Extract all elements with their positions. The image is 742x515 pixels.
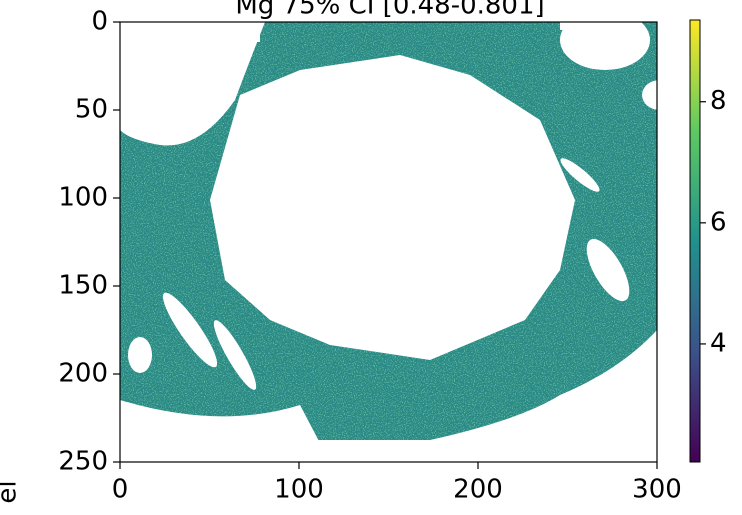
y-tick-label: 100 xyxy=(58,183,108,213)
y-axis-label: el xyxy=(0,480,23,503)
y-tick-label: 150 xyxy=(58,271,108,301)
chart-title: Mg 75% CI [0.48-0.801] xyxy=(235,0,544,21)
colorbar-tick-label: 6 xyxy=(710,207,727,237)
x-tick-label: 300 xyxy=(632,475,682,505)
x-tick-label: 100 xyxy=(274,475,324,505)
colorbar-tick-label: 8 xyxy=(710,86,727,116)
y-tick-label: 250 xyxy=(58,447,108,477)
heatmap-image xyxy=(120,22,657,462)
y-tick-label: 200 xyxy=(58,359,108,389)
y-tick-label: 50 xyxy=(75,95,108,125)
colorbar-tick-label: 4 xyxy=(710,328,727,358)
plot-frame xyxy=(119,21,658,463)
y-tick-label: 0 xyxy=(91,7,108,37)
colorbar xyxy=(689,19,701,463)
x-tick-label: 0 xyxy=(112,475,129,505)
x-tick-label: 200 xyxy=(453,475,503,505)
